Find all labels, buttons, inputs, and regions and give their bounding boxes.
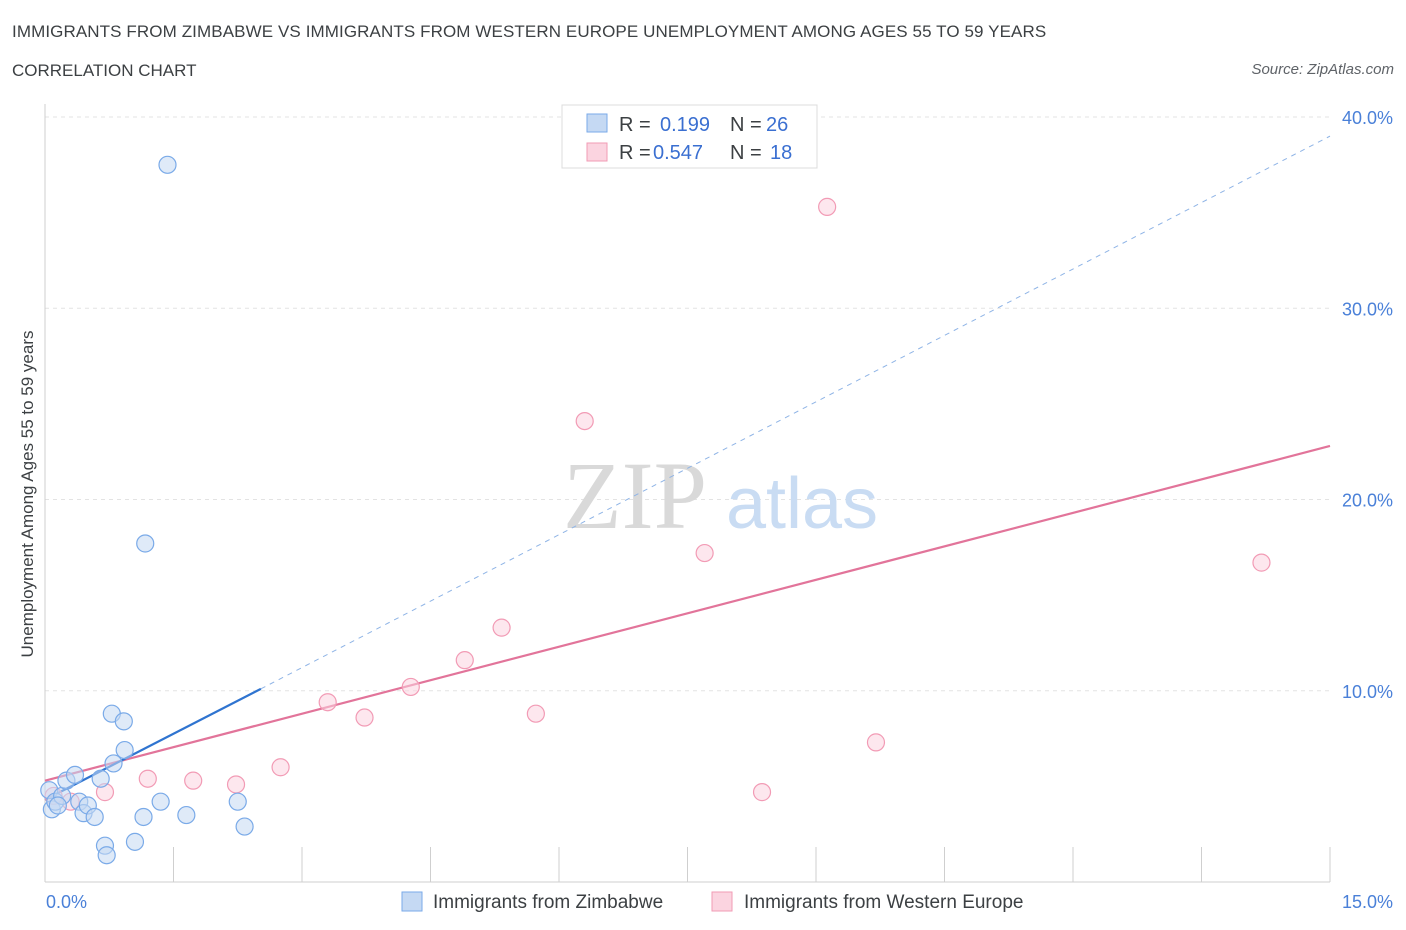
point-zimbabwe-12 <box>97 846 116 865</box>
point-zimbabwe-15 <box>114 712 133 731</box>
point-zimbabwe-10 <box>91 769 110 788</box>
legend-n-label: N = <box>730 114 762 136</box>
point-zimbabwe-20 <box>151 792 170 811</box>
gridlines <box>45 116 1330 692</box>
trend-line-zimbabwe-extended <box>260 135 1331 690</box>
point-zimbabwe-18 <box>134 807 153 827</box>
source-label: Source: ZipAtlas.com <box>1251 61 1394 78</box>
legend-r-label: R = <box>619 142 651 164</box>
legend-bottom-zimbabwe: Immigrants from Zimbabwe <box>433 892 663 913</box>
point-western-europe-4 <box>184 771 203 790</box>
point-zimbabwe-19 <box>136 534 155 553</box>
point-zimbabwe-16 <box>115 740 134 760</box>
point-western-europe-11 <box>492 618 511 637</box>
chart-subtitle: CORRELATION CHART <box>12 61 197 80</box>
point-zimbabwe-9 <box>85 807 104 827</box>
legend-r-label: R = <box>619 114 651 136</box>
point-zimbabwe-21 <box>158 155 177 174</box>
y-tick-label-3: 40.0% <box>1342 108 1393 128</box>
legend-n-value-zimbabwe: 26 <box>766 114 788 136</box>
legend-swatch-zimbabwe <box>586 113 608 133</box>
point-western-europe-14 <box>695 543 714 563</box>
legend-swatch-western-europe <box>586 142 608 162</box>
point-western-europe-9 <box>401 677 420 697</box>
point-zimbabwe-14 <box>104 754 123 773</box>
point-zimbabwe-22 <box>177 805 196 825</box>
point-western-europe-16 <box>818 197 837 216</box>
data-points <box>40 155 1271 865</box>
point-zimbabwe-17 <box>125 832 145 851</box>
point-western-europe-13 <box>575 411 594 431</box>
point-western-europe-15 <box>752 783 772 802</box>
x-tick-label-0: 0.0% <box>46 892 87 912</box>
watermark: ZIP atlas <box>563 442 878 549</box>
point-western-europe-5 <box>226 775 246 794</box>
point-western-europe-12 <box>526 704 545 723</box>
point-western-europe-10 <box>455 651 474 670</box>
legend-bottom-western-europe: Immigrants from Western Europe <box>744 892 1023 913</box>
point-western-europe-8 <box>355 708 374 727</box>
tick-labels: 10.0% 20.0% 30.0% 40.0% 0.0% 15.0% <box>46 108 1393 912</box>
axes <box>44 104 1331 883</box>
legend-bottom: Immigrants from Zimbabwe Immigrants from… <box>401 891 1023 913</box>
y-tick-label-2: 30.0% <box>1342 299 1393 319</box>
point-western-europe-6 <box>271 758 290 777</box>
point-western-europe-7 <box>318 693 337 712</box>
trend-lines <box>44 135 1331 801</box>
y-tick-label-0: 10.0% <box>1342 682 1393 702</box>
point-western-europe-3 <box>138 769 157 788</box>
legend-n-label: N = <box>730 142 762 164</box>
trend-line-western-europe <box>44 444 1331 782</box>
legend-bottom-swatch-western-europe <box>711 891 733 912</box>
point-zimbabwe-24 <box>235 817 254 836</box>
legend-r-value-zimbabwe: 0.199 <box>660 114 710 136</box>
point-western-europe-18 <box>1252 553 1271 572</box>
legend-bottom-swatch-zimbabwe <box>401 891 423 912</box>
point-zimbabwe-5 <box>65 765 85 785</box>
y-tick-label-1: 20.0% <box>1342 491 1393 511</box>
chart-title: IMMIGRANTS FROM ZIMBABWE VS IMMIGRANTS F… <box>12 22 1047 41</box>
point-western-europe-17 <box>866 733 886 752</box>
point-zimbabwe-25 <box>48 796 67 815</box>
watermark-atlas: atlas <box>726 464 878 544</box>
y-axis-label: Unemployment Among Ages 55 to 59 years <box>18 331 37 658</box>
legend-n-value-western-europe: 18 <box>770 142 792 164</box>
point-zimbabwe-23 <box>228 792 247 811</box>
legend-r-value-western-europe: 0.547 <box>653 142 703 164</box>
x-tick-label-1: 15.0% <box>1342 892 1393 912</box>
legend-top: R = 0.199 N = 26 R = 0.547 N = 18 <box>561 104 818 169</box>
